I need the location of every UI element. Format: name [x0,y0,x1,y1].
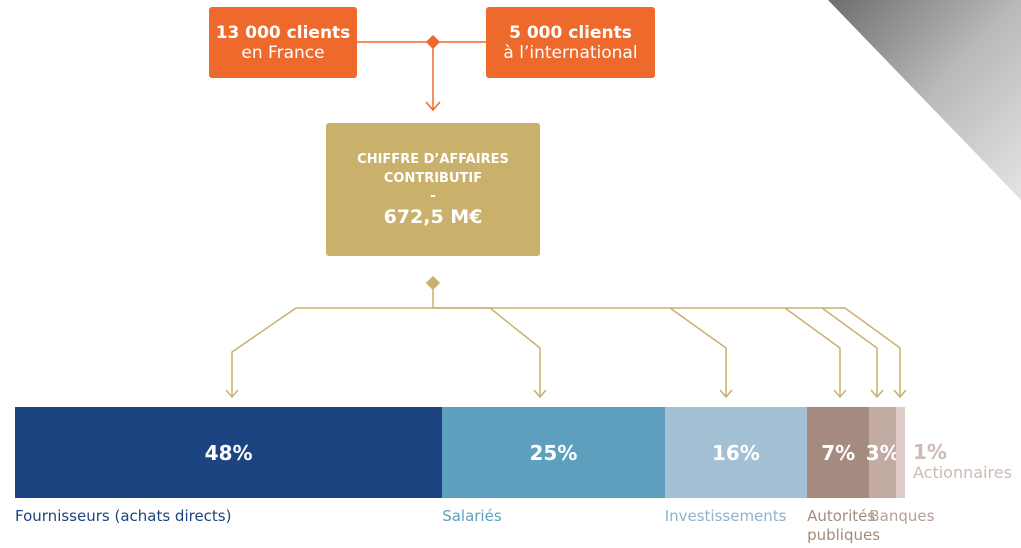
diamond [425,34,441,50]
segment-label: 25% [529,440,578,465]
revenue-amount: 672,5 M€ [383,205,483,228]
segment: 3% [866,407,900,498]
segment-name: Salariés [442,507,502,525]
client-count: 5 000 clients [509,22,632,43]
segment-name: Banques [869,507,935,525]
photo-corner [828,0,1021,200]
segment-name: Fournisseurs (achats directs) [15,507,232,525]
segment: 48% [15,407,443,498]
segment-label: 48% [204,440,253,465]
client-place: en France [241,42,325,63]
revenue-title: CHIFFRE D’AFFAIRES [357,151,509,167]
separator: - [430,187,436,204]
client-connector [357,41,486,112]
segment-name: Actionnaires [913,463,1012,482]
client-count: 13 000 clients [215,22,351,43]
segment-label: 1% [913,440,947,464]
segment-name: Investissements [664,507,787,525]
split-arrows [225,283,907,399]
client-place: à l’international [503,42,638,63]
diamond [425,275,441,291]
revenue-title: CONTRIBUTIF [383,170,483,186]
segment: 16% [664,407,808,498]
segment-label: 16% [711,440,760,465]
client-box: 13 000 clients en France [209,7,357,78]
client-box: 5 000 clients à l’international [486,7,655,78]
segment [896,407,905,498]
segment: 7% [807,407,870,498]
segment-label: 3% [865,440,900,465]
segment-name: Autorités publiques [807,507,881,544]
revenue-box: CHIFFRE D’AFFAIRES CONTRIBUTIF - 672,5 M… [326,123,540,256]
segment-label: 7% [821,440,856,465]
segment: 25% [442,407,665,498]
